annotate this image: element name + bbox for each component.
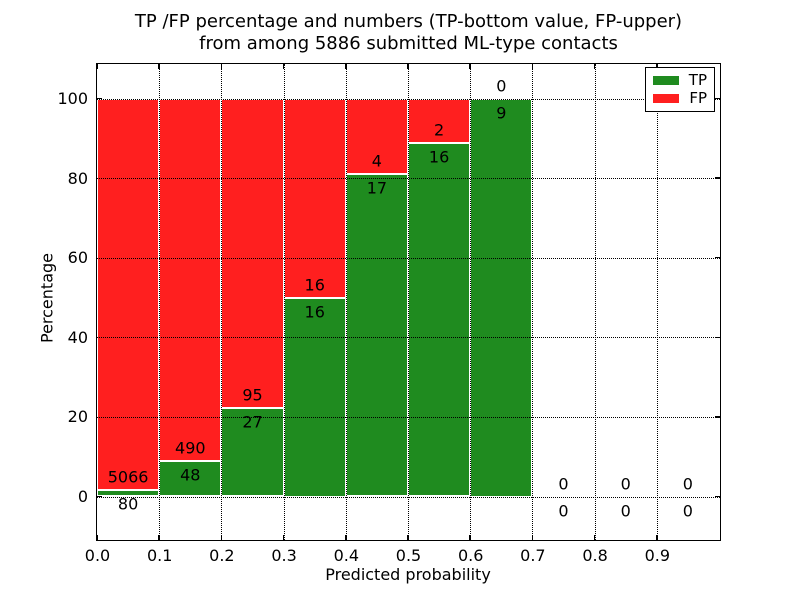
x-tick-label-0.3: 0.3 — [271, 546, 297, 565]
x-tick-label-0.5: 0.5 — [395, 546, 422, 565]
fp-count-label-3: 16 — [304, 275, 325, 294]
fp-count-label-2: 95 — [242, 385, 263, 405]
legend-item-fp: FP — [653, 88, 707, 107]
chart-title: TP /FP percentage and numbers (TP-bottom… — [96, 11, 721, 55]
tp-count-label-1: 48 — [180, 465, 201, 485]
bar-tp-segment-4 — [345, 174, 408, 497]
bar-tp-segment-1 — [159, 460, 222, 497]
tp-count-label-8: 0 — [620, 501, 631, 520]
tp-count-label-3: 16 — [304, 302, 325, 321]
legend-label-tp: TP — [688, 71, 707, 90]
bar-fp-segment-1 — [159, 98, 222, 461]
legend-item-tp: TP — [653, 73, 707, 88]
bar-tp-segment-6 — [470, 98, 533, 497]
gridline-x-0.8 — [594, 64, 596, 540]
fp-count-label-6: 0 — [496, 76, 507, 95]
gridline-x-0.3 — [283, 64, 285, 540]
legend-swatch-tp-icon — [653, 76, 679, 86]
x-tick-label-0.6: 0.6 — [457, 546, 484, 565]
x-tickmark-bottom-0.0 — [96, 535, 98, 540]
legend: TP FP — [645, 67, 715, 112]
tp-count-label-7: 0 — [558, 501, 569, 520]
gridline-x-0.5 — [408, 64, 409, 540]
y-tick-label-0: 0 — [77, 487, 88, 506]
x-tick-label-0.2: 0.2 — [209, 546, 235, 565]
bar-fp-segment-3 — [283, 98, 346, 298]
tp-count-label-9: 0 — [682, 501, 693, 520]
y-tick-label-40: 40 — [67, 327, 88, 347]
gridline-x-0.7 — [532, 64, 534, 540]
fp-count-label-8: 0 — [620, 474, 631, 493]
tp-count-label-6: 9 — [496, 103, 507, 122]
x-tickmark-top-0.0 — [96, 64, 98, 69]
gridline-x-0.9 — [656, 64, 658, 540]
tp-count-label-4: 17 — [366, 178, 388, 198]
fp-count-label-7: 0 — [558, 474, 569, 493]
x-tick-label-0.8: 0.8 — [582, 546, 608, 565]
gridline-x-0.6 — [470, 64, 472, 540]
legend-label-fp: FP — [689, 88, 707, 107]
chart-title-line1: TP /FP percentage and numbers (TP-bottom… — [134, 11, 683, 32]
y-tick-label-20: 20 — [67, 407, 88, 427]
y-tick-label-60: 60 — [67, 248, 88, 268]
fp-count-label-5: 2 — [434, 120, 445, 140]
fp-count-label-4: 4 — [371, 151, 382, 171]
fp-count-label-9: 0 — [682, 474, 693, 493]
bar-tp-segment-0 — [97, 490, 160, 497]
bar-fp-segment-5 — [408, 98, 471, 143]
y-tick-label-100: 100 — [57, 89, 88, 108]
legend-swatch-fp-icon — [653, 93, 679, 103]
bar-tp-segment-3 — [283, 297, 346, 497]
y-tick-label-80: 80 — [67, 168, 88, 188]
bar-tp-segment-5 — [408, 142, 471, 497]
plot-area: 5066 80 490 48 95 27 16 16 4 17 2 16 0 9 0 0 0 0 0 0 TP FP — [96, 63, 721, 541]
tp-count-label-5: 16 — [428, 147, 450, 167]
x-tick-label-0.4: 0.4 — [333, 546, 360, 565]
bar-fp-segment-0 — [97, 98, 160, 491]
bar-fp-segment-2 — [221, 98, 284, 409]
x-tick-label-0.9: 0.9 — [644, 546, 671, 565]
fp-count-label-1: 490 — [175, 438, 206, 458]
chart-title-line2: from among 5886 submitted ML-type contac… — [199, 33, 618, 54]
x-tick-label-0.7: 0.7 — [520, 546, 546, 565]
gridline-x-0.1 — [159, 64, 161, 540]
plot-inner: 5066 80 490 48 95 27 16 16 4 17 2 16 0 9 0 0 0 0 0 0 — [96, 64, 720, 540]
gridline-x-0.4 — [345, 64, 347, 540]
tp-count-label-2: 27 — [242, 412, 263, 432]
fp-count-label-0: 5066 — [107, 467, 149, 487]
x-tick-label-0.0: 0.0 — [84, 546, 111, 565]
x-axis-label: Predicted probability — [325, 565, 491, 584]
gridline-x-0.2 — [221, 64, 223, 540]
x-tick-label-0.1: 0.1 — [146, 546, 173, 565]
tp-count-label-0: 80 — [117, 494, 139, 514]
